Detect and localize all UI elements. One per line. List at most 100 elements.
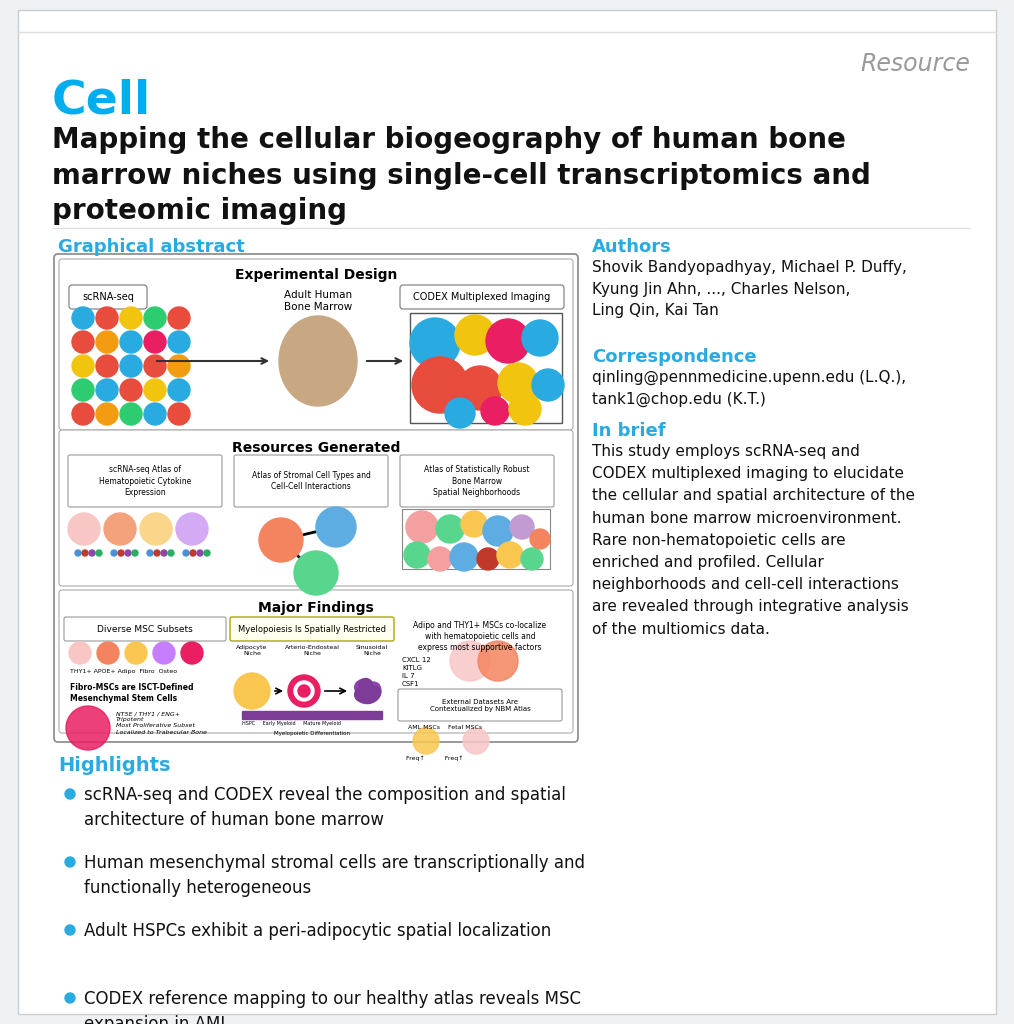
Circle shape (486, 319, 530, 362)
Ellipse shape (310, 390, 325, 402)
Text: Highlights: Highlights (58, 756, 170, 775)
Circle shape (147, 550, 153, 556)
Text: AML MSCs    Fetal MSCs: AML MSCs Fetal MSCs (408, 725, 482, 730)
Circle shape (183, 550, 189, 556)
Circle shape (72, 307, 94, 329)
Circle shape (461, 511, 487, 537)
Text: Adult HSPCs exhibit a peri-adipocytic spatial localization: Adult HSPCs exhibit a peri-adipocytic sp… (84, 922, 552, 940)
Circle shape (497, 542, 523, 568)
Circle shape (168, 403, 190, 425)
Text: Freq↑          Freq↑: Freq↑ Freq↑ (406, 756, 463, 762)
Text: HSPC     Early Myeloid     Mature Myeloid: HSPC Early Myeloid Mature Myeloid (242, 721, 341, 726)
Circle shape (72, 403, 94, 425)
Circle shape (450, 543, 478, 571)
FancyBboxPatch shape (69, 285, 147, 309)
Circle shape (204, 550, 210, 556)
Circle shape (355, 680, 369, 694)
Circle shape (65, 790, 75, 799)
Circle shape (144, 403, 166, 425)
Text: NT5E / THY1 / ENG+
Tripotent
Most Proliferative Subset
Localized to Trabecular B: NT5E / THY1 / ENG+ Tripotent Most Prolif… (116, 711, 207, 734)
Circle shape (96, 403, 118, 425)
Text: scRNA-seq Atlas of
Hematopoietic Cytokine
Expression: scRNA-seq Atlas of Hematopoietic Cytokin… (99, 465, 191, 497)
Circle shape (104, 513, 136, 545)
Circle shape (294, 551, 338, 595)
FancyBboxPatch shape (54, 254, 578, 742)
Circle shape (478, 641, 518, 681)
Bar (410, 313, 562, 423)
Text: Adipo and THY1+ MSCs co-localize
with hematopoietic cells and
express most suppo: Adipo and THY1+ MSCs co-localize with he… (414, 621, 547, 652)
Text: Arterio-Endosteal
Niche: Arterio-Endosteal Niche (285, 645, 340, 655)
Ellipse shape (336, 342, 353, 356)
Circle shape (161, 550, 167, 556)
Circle shape (144, 307, 166, 329)
Ellipse shape (279, 316, 357, 406)
Circle shape (357, 689, 370, 702)
FancyBboxPatch shape (400, 455, 554, 507)
Circle shape (111, 550, 117, 556)
Circle shape (96, 355, 118, 377)
Bar (242, 711, 382, 719)
Circle shape (481, 397, 509, 425)
Circle shape (65, 857, 75, 867)
Circle shape (357, 679, 370, 693)
Circle shape (66, 706, 110, 750)
Circle shape (96, 307, 118, 329)
Circle shape (477, 548, 499, 570)
Text: Shovik Bandyopadhyay, Michael P. Duffy,
Kyung Jin Ahn, ..., Charles Nelson,
Ling: Shovik Bandyopadhyay, Michael P. Duffy, … (592, 260, 907, 318)
Circle shape (140, 513, 172, 545)
Text: This study employs scRNA-seq and
CODEX multiplexed imaging to elucidate
the cell: This study employs scRNA-seq and CODEX m… (592, 444, 915, 637)
Circle shape (363, 689, 377, 702)
Circle shape (96, 379, 118, 401)
Circle shape (406, 511, 438, 543)
Text: Diverse MSC Subsets: Diverse MSC Subsets (97, 625, 193, 634)
Circle shape (75, 550, 81, 556)
FancyBboxPatch shape (230, 617, 394, 641)
Circle shape (359, 689, 373, 703)
Text: Mapping the cellular biogeography of human bone
marrow niches using single-cell : Mapping the cellular biogeography of hum… (52, 126, 871, 225)
Circle shape (259, 518, 303, 562)
FancyBboxPatch shape (18, 10, 996, 1014)
Circle shape (72, 379, 94, 401)
Circle shape (168, 331, 190, 353)
Circle shape (89, 550, 95, 556)
Text: CODEX Multiplexed Imaging: CODEX Multiplexed Imaging (414, 292, 551, 302)
Text: Cell: Cell (52, 78, 151, 123)
Circle shape (68, 513, 100, 545)
Circle shape (190, 550, 196, 556)
Circle shape (367, 682, 380, 696)
Circle shape (410, 318, 460, 368)
Circle shape (125, 550, 131, 556)
Circle shape (355, 687, 369, 701)
Circle shape (404, 542, 430, 568)
Circle shape (412, 357, 468, 413)
Circle shape (168, 355, 190, 377)
Ellipse shape (335, 365, 354, 381)
Text: External Datasets Are
Contextualized by NBM Atlas: External Datasets Are Contextualized by … (430, 698, 530, 712)
Circle shape (168, 307, 190, 329)
Text: Sinusoidal
Niche: Sinusoidal Niche (356, 645, 388, 655)
Circle shape (455, 315, 495, 355)
Circle shape (316, 507, 356, 547)
Circle shape (197, 550, 203, 556)
Circle shape (359, 679, 373, 692)
Circle shape (298, 685, 310, 697)
Text: Human mesenchymal stromal cells are transcriptionally and
functionally heterogen: Human mesenchymal stromal cells are tran… (84, 854, 585, 897)
Circle shape (458, 366, 502, 410)
Circle shape (361, 689, 375, 703)
Circle shape (72, 331, 94, 353)
Text: CXCL 12
KITLG
IL 7
CSF1: CXCL 12 KITLG IL 7 CSF1 (402, 657, 431, 687)
Circle shape (96, 331, 118, 353)
Circle shape (445, 398, 475, 428)
Circle shape (97, 642, 119, 664)
Circle shape (144, 355, 166, 377)
FancyBboxPatch shape (59, 590, 573, 733)
Text: Authors: Authors (592, 238, 671, 256)
Circle shape (82, 550, 88, 556)
Circle shape (65, 993, 75, 1002)
Circle shape (168, 550, 174, 556)
Circle shape (450, 641, 490, 681)
Circle shape (294, 681, 314, 701)
Circle shape (532, 369, 564, 401)
Text: Correspondence: Correspondence (592, 348, 756, 366)
Circle shape (132, 550, 138, 556)
